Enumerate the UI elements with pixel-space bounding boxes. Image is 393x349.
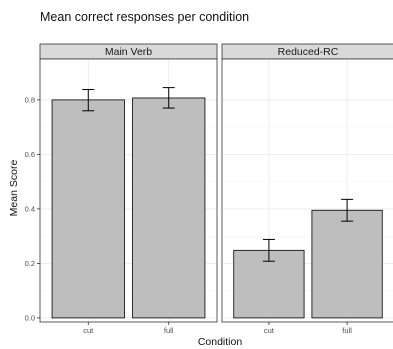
y-tick-label: 0.2 <box>25 259 35 268</box>
bar <box>51 99 125 319</box>
facet-strip-label: Main Verb <box>105 46 152 58</box>
y-axis: 0.0 0.2 0.4 0.6 0.8 <box>25 96 40 323</box>
facet-panel: Main Verb cut full <box>39 43 218 335</box>
x-tick-label: full <box>164 326 174 335</box>
y-tick-label: 0.0 <box>25 314 35 323</box>
bar <box>132 97 206 319</box>
chart-title: Mean correct responses per condition <box>40 10 249 24</box>
x-tick-label: cut <box>264 326 275 335</box>
panel-border <box>39 58 218 323</box>
x-tick-label: cut <box>83 326 94 335</box>
y-tick-label: 0.4 <box>25 205 35 214</box>
error-bar <box>162 87 175 109</box>
y-tick-label: 0.8 <box>25 96 35 105</box>
y-tick-label: 0.6 <box>25 150 35 159</box>
x-tick-label: full <box>342 326 352 335</box>
panel-border <box>221 58 393 323</box>
bar <box>311 209 383 319</box>
error-bar <box>82 89 95 112</box>
facet-panel: Reduced-RC cut full <box>221 43 393 335</box>
y-axis-title: Mean Score <box>8 160 20 217</box>
error-bar <box>262 238 275 262</box>
x-axis-title: Condition <box>198 336 243 348</box>
facet-strip-label: Reduced-RC <box>278 46 339 58</box>
facet-panels: Main Verb cut full Reduced-RC cut full <box>39 43 393 335</box>
error-bar <box>341 198 354 222</box>
